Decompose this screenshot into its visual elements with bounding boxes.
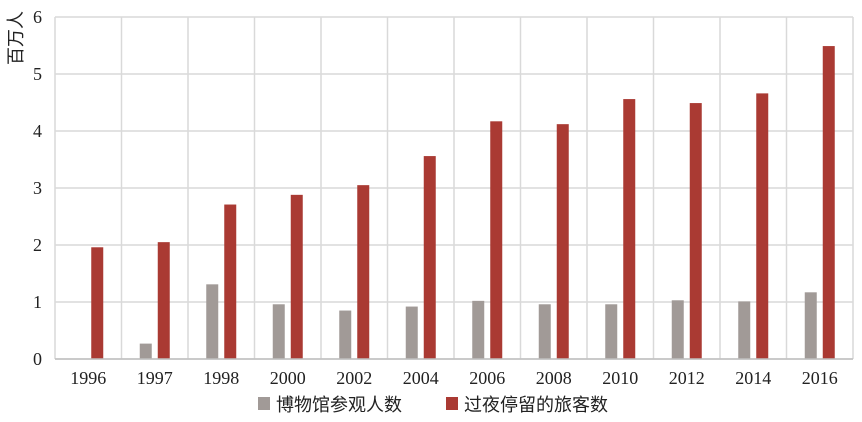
bar-overnight-visitors-1997 — [157, 242, 170, 359]
bar-overnight-visitors-1998 — [224, 204, 237, 359]
y-tick-label: 1 — [33, 292, 42, 312]
legend-label: 博物馆参观人数 — [276, 395, 402, 416]
bar-overnight-visitors-2006 — [490, 121, 503, 359]
x-tick-label: 2016 — [802, 368, 838, 388]
x-tick-label: 1998 — [203, 368, 239, 388]
x-tick-label: 2002 — [336, 368, 372, 388]
bar-museum-visitors-1998 — [206, 284, 219, 359]
y-tick-label: 5 — [33, 64, 42, 84]
legend-label: 过夜停留的旅客数 — [464, 395, 608, 416]
bar-overnight-visitors-1996 — [91, 247, 104, 359]
bar-museum-visitors-2012 — [671, 300, 684, 359]
y-tick-label: 6 — [33, 7, 42, 27]
x-tick-label: 2004 — [403, 368, 439, 388]
x-tick-label: 2010 — [602, 368, 638, 388]
x-tick-label: 2008 — [536, 368, 572, 388]
x-tick-label: 1996 — [70, 368, 106, 388]
legend-swatch — [446, 397, 458, 410]
bar-overnight-visitors-2004 — [423, 156, 436, 359]
bars — [91, 46, 835, 359]
y-tick-label: 3 — [33, 178, 42, 198]
bar-overnight-visitors-2016 — [822, 46, 835, 359]
bar-museum-visitors-2016 — [804, 292, 817, 359]
bar-overnight-visitors-2012 — [689, 103, 702, 359]
bar-museum-visitors-2010 — [605, 304, 618, 359]
bar-overnight-visitors-2008 — [556, 124, 569, 359]
bar-overnight-visitors-2014 — [756, 93, 769, 359]
x-tick-label: 2012 — [669, 368, 705, 388]
grid-lines — [54, 16, 854, 360]
y-axis-unit-label: 百万人 — [6, 11, 27, 65]
bar-museum-visitors-2008 — [538, 304, 551, 359]
bar-overnight-visitors-2002 — [357, 185, 370, 359]
x-tick-label: 2000 — [270, 368, 306, 388]
x-tick-label: 2014 — [735, 368, 771, 388]
x-tick-label: 2006 — [469, 368, 505, 388]
bar-museum-visitors-2014 — [738, 301, 751, 359]
bar-overnight-visitors-2010 — [623, 99, 636, 359]
bar-museum-visitors-1997 — [139, 343, 152, 359]
legend-swatch — [258, 397, 270, 410]
y-tick-label: 0 — [33, 349, 42, 369]
legend: 博物馆参观人数 过夜停留的旅客数 — [258, 395, 608, 416]
axes: 0 1 2 3 4 5 6 1996 1997 1998 2000 2002 2004 2006 2008 2… — [33, 7, 853, 388]
bar-museum-visitors-2002 — [339, 310, 352, 359]
bar-museum-visitors-2000 — [272, 304, 285, 359]
y-tick-label: 2 — [33, 235, 42, 255]
bar-overnight-visitors-2000 — [290, 194, 303, 359]
bar-museum-visitors-2004 — [405, 306, 418, 359]
y-tick-label: 4 — [33, 121, 42, 141]
bar-museum-visitors-2006 — [472, 300, 485, 359]
x-tick-label: 1997 — [137, 368, 173, 388]
